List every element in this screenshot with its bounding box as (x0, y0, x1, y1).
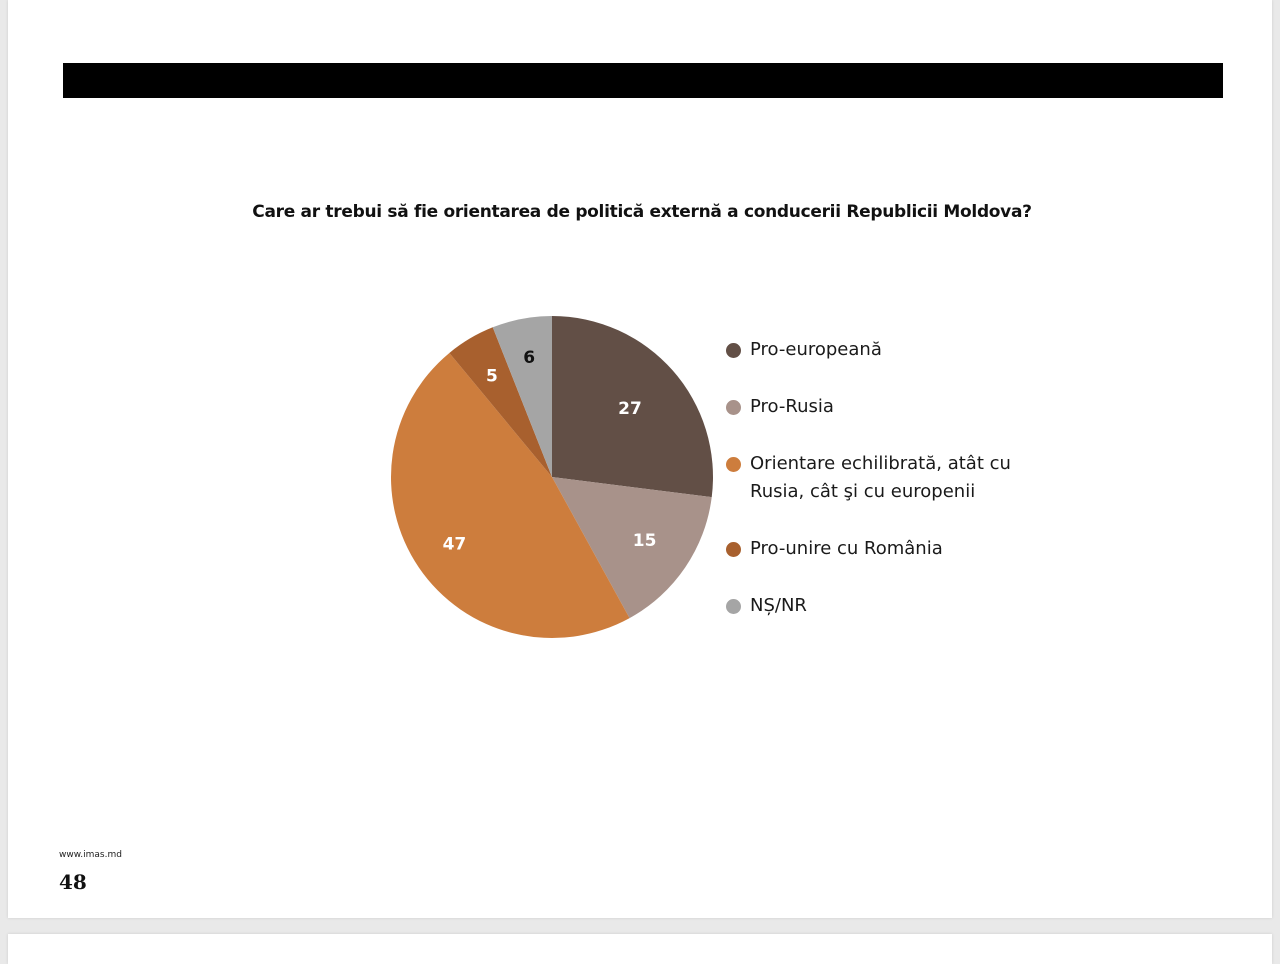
header-bar (63, 63, 1223, 98)
legend-item-pro-europeana: Pro-europeană (726, 336, 1046, 364)
next-document-page (8, 934, 1272, 964)
slice-value-label: 5 (486, 366, 498, 386)
legend-label: Pro-Rusia (750, 396, 834, 417)
slice-value-label: 15 (633, 531, 657, 551)
slice-value-label: 6 (523, 348, 535, 368)
pie-slice (552, 477, 712, 619)
legend-item-orientare-echilibrata: Orientare echilibrată, atât cu Rusia, câ… (726, 450, 1046, 506)
legend-dot-icon (726, 400, 741, 415)
pie-slice (552, 316, 713, 498)
chart-legend: Pro-europeană Pro-Rusia Orientare echili… (726, 336, 1046, 620)
legend-item-pro-rusia: Pro-Rusia (726, 393, 1046, 421)
pie-chart: 27 15 47 5 6 (390, 316, 713, 639)
slice-value-label: 47 (443, 534, 467, 554)
legend-label: Orientare echilibrată, atât cu Rusia, câ… (750, 453, 1011, 502)
legend-dot-icon (726, 542, 741, 557)
pie-slice (449, 327, 552, 477)
page-number: 48 (59, 870, 87, 894)
slice-value-label: 27 (618, 399, 642, 419)
chart-title: Care ar trebui să fie orientarea de poli… (252, 202, 1032, 222)
legend-dot-icon (726, 599, 741, 614)
legend-label: Pro-europeană (750, 339, 882, 360)
legend-label: Pro-unire cu România (750, 538, 943, 559)
pie-slice (492, 316, 552, 477)
legend-item-pro-unire: Pro-unire cu România (726, 535, 1046, 563)
legend-dot-icon (726, 343, 741, 358)
legend-item-ns-nr: NȘ/NR (726, 592, 1046, 620)
pie-slice (390, 352, 630, 639)
footer-url: www.imas.md (59, 850, 122, 860)
legend-dot-icon (726, 457, 741, 472)
legend-label: NȘ/NR (750, 595, 807, 616)
